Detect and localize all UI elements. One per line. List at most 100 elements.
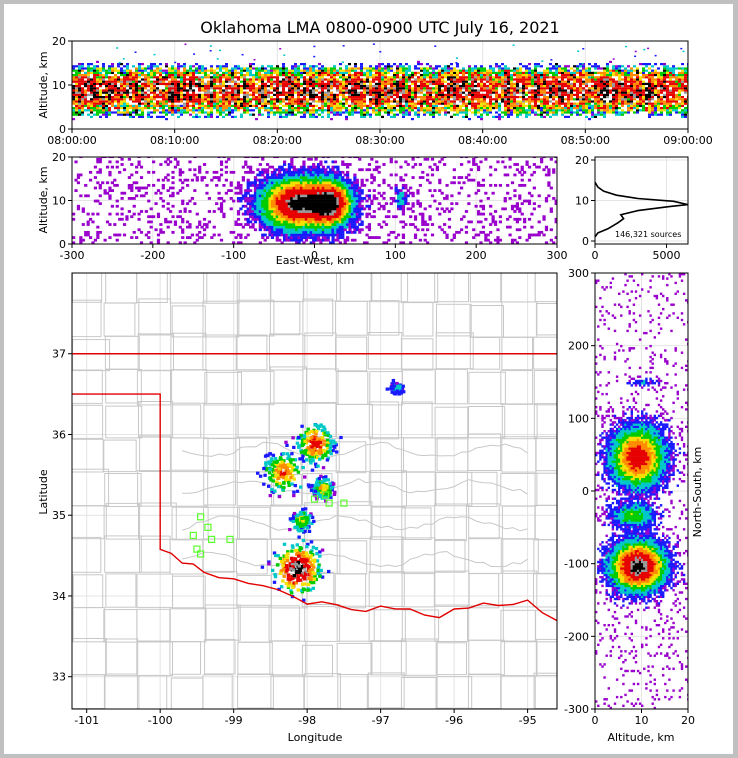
source-cell: [273, 93, 276, 96]
source-cell: [291, 78, 294, 81]
source-cell: [378, 93, 381, 96]
source-cell: [393, 87, 396, 90]
source-cell: [255, 100, 258, 103]
source-cell: [264, 69, 267, 72]
source-cell: [561, 71, 564, 74]
source-cell: [438, 107, 441, 110]
source-cell: [198, 80, 201, 83]
source-cell: [90, 98, 93, 101]
source-cell: [579, 78, 582, 81]
source-cell: [144, 100, 147, 103]
source-cell: [528, 100, 531, 103]
source-cell: [471, 87, 474, 90]
source-cell: [273, 204, 277, 208]
source-cell: [402, 85, 405, 88]
source-cell: [270, 96, 273, 99]
source-cell: [96, 236, 100, 239]
source-cell: [543, 71, 546, 74]
source-cell: [312, 111, 315, 114]
source-cell: [504, 98, 507, 101]
source-cell: [582, 96, 585, 99]
source-cell: [78, 96, 81, 99]
source-cell: [336, 109, 339, 112]
source-cell: [540, 107, 543, 110]
source-cell: [408, 98, 411, 101]
source-cell: [675, 107, 678, 110]
source-cell: [98, 186, 102, 190]
source-cell: [456, 87, 459, 90]
source-cell: [141, 74, 144, 77]
source-cell: [384, 82, 387, 85]
source-cell: [234, 89, 237, 92]
source-cell: [231, 80, 234, 83]
source-cell: [87, 78, 90, 81]
source-cell: [192, 85, 195, 88]
source-cell: [462, 104, 465, 107]
source-cell: [270, 176, 275, 179]
source-cell: [253, 207, 258, 211]
source-cell: [480, 69, 483, 72]
source-cell: [420, 109, 423, 112]
source-cell: [465, 109, 468, 112]
source-cell: [186, 82, 189, 85]
source-cell: [152, 183, 156, 187]
source-cell: [525, 82, 528, 85]
source-cell: [241, 194, 245, 198]
source-cell: [246, 202, 250, 206]
source-cell: [253, 194, 258, 198]
source-cell: [543, 74, 546, 77]
source-cell: [585, 76, 588, 79]
source-cell: [162, 78, 165, 81]
source-cell: [222, 91, 225, 94]
source-cell: [130, 236, 134, 239]
source-cell: [543, 89, 546, 92]
source-cell: [390, 100, 393, 103]
source-cell: [177, 104, 180, 107]
source-cell: [495, 80, 498, 83]
source-cell: [190, 178, 195, 182]
source-cell: [660, 98, 663, 101]
source-cell: [72, 67, 75, 70]
source-cell: [342, 107, 345, 110]
source-cell: [210, 178, 214, 182]
source-cell: [459, 69, 462, 72]
source-cell: [669, 76, 672, 79]
source-cell: [183, 63, 186, 66]
source-cell: [339, 69, 342, 72]
source-cell: [108, 157, 112, 159]
figure-title: Oklahoma LMA 0800-0900 UTC July 16, 2021: [200, 18, 559, 37]
source-cell: [363, 78, 366, 81]
source-cell: [183, 98, 186, 101]
source-cell: [222, 93, 225, 96]
source-cell: [489, 109, 492, 112]
source-cell: [435, 74, 438, 77]
source-cell: [279, 107, 282, 110]
source-cell: [263, 183, 267, 187]
source-cell: [188, 223, 192, 226]
source-cell: [195, 212, 199, 216]
source-cell: [360, 69, 363, 72]
source-cell: [609, 100, 612, 103]
source-cell: [327, 104, 330, 107]
source-cell: [138, 71, 141, 74]
source-cell: [432, 78, 435, 81]
source-cell: [225, 107, 228, 110]
source-cell: [84, 183, 88, 187]
source-cell: [549, 111, 552, 114]
source-cell: [378, 87, 381, 90]
source-cell: [648, 102, 651, 105]
source-cell: [615, 80, 618, 83]
source-cell: [327, 80, 330, 83]
source-cell: [150, 63, 153, 66]
source-cell: [405, 76, 408, 79]
source-cell: [78, 65, 81, 68]
source-cell: [153, 63, 156, 66]
source-cell: [141, 63, 144, 66]
source-cell: [507, 104, 510, 107]
source-cell: [126, 93, 129, 96]
source-cell: [249, 87, 252, 90]
source-cell: [336, 69, 339, 72]
source-cell: [315, 82, 318, 85]
source-cell: [126, 65, 129, 68]
source-cell: [375, 78, 378, 81]
